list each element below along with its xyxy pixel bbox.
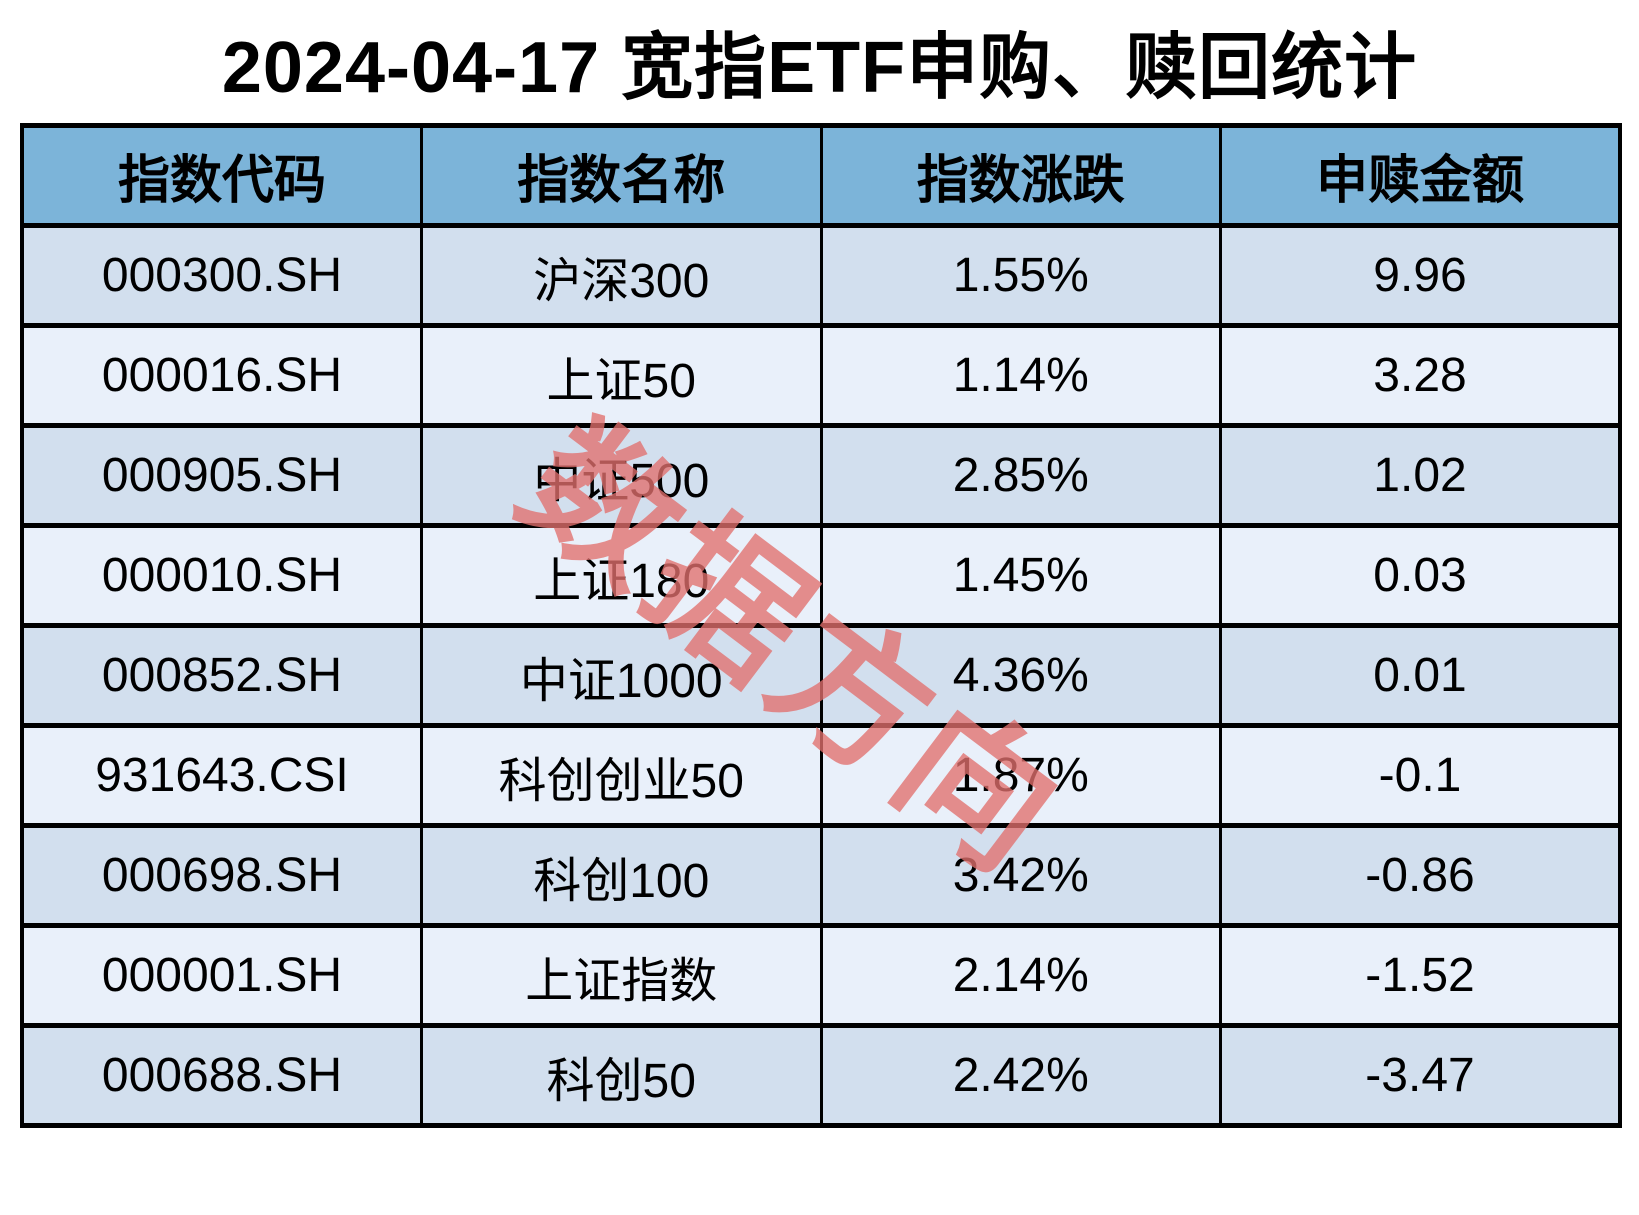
table-header-row: 指数代码 指数名称 指数涨跌 申赎金额 [20,123,1622,228]
cell-index-name: 上证指数 [420,923,823,1028]
table-body: 000300.SH 沪深300 1.55% 9.96 000016.SH 上证5… [20,223,1622,1128]
cell-index-change: 1.87% [819,723,1222,828]
table-header: 指数代码 指数名称 指数涨跌 申赎金额 [20,123,1622,228]
cell-redemption-amount: 3.28 [1219,323,1622,428]
table-row: 000016.SH 上证50 1.14% 3.28 [20,323,1622,428]
cell-index-name: 科创创业50 [420,723,823,828]
cell-redemption-amount: -0.86 [1219,823,1622,928]
table-row: 000905.SH 中证500 2.85% 1.02 [20,423,1622,528]
cell-redemption-amount: 1.02 [1219,423,1622,528]
cell-redemption-amount: 9.96 [1219,223,1622,328]
table-row: 000010.SH 上证180 1.45% 0.03 [20,523,1622,628]
table-row: 000852.SH 中证1000 4.36% 0.01 [20,623,1622,728]
cell-index-name: 上证180 [420,523,823,628]
cell-index-code: 000852.SH [20,623,423,728]
header-cell-redemption-amount: 申赎金额 [1219,123,1622,228]
cell-index-code: 000688.SH [20,1023,423,1128]
cell-index-code: 000010.SH [20,523,423,628]
cell-redemption-amount: -0.1 [1219,723,1622,828]
cell-index-name: 中证500 [420,423,823,528]
header-cell-index-code: 指数代码 [20,123,423,228]
cell-index-name: 沪深300 [420,223,823,328]
cell-index-change: 2.85% [819,423,1222,528]
cell-index-code: 000300.SH [20,223,423,328]
cell-index-name: 上证50 [420,323,823,428]
cell-index-code: 000001.SH [20,923,423,1028]
etf-statistics-table: 指数代码 指数名称 指数涨跌 申赎金额 000300.SH 沪深300 1.55… [20,123,1622,1128]
header-cell-index-name: 指数名称 [420,123,823,228]
cell-index-name: 科创50 [420,1023,823,1128]
table-row: 000001.SH 上证指数 2.14% -1.52 [20,923,1622,1028]
table-row: 000688.SH 科创50 2.42% -3.47 [20,1023,1622,1128]
cell-index-code: 931643.CSI [20,723,423,828]
cell-index-change: 1.14% [819,323,1222,428]
table-row: 000698.SH 科创100 3.42% -0.86 [20,823,1622,928]
cell-index-name: 中证1000 [420,623,823,728]
cell-index-change: 4.36% [819,623,1222,728]
cell-redemption-amount: 0.01 [1219,623,1622,728]
cell-redemption-amount: -3.47 [1219,1023,1622,1128]
cell-redemption-amount: 0.03 [1219,523,1622,628]
cell-index-name: 科创100 [420,823,823,928]
cell-index-code: 000016.SH [20,323,423,428]
cell-index-change: 3.42% [819,823,1222,928]
cell-index-change: 1.55% [819,223,1222,328]
table-row: 000300.SH 沪深300 1.55% 9.96 [20,223,1622,328]
cell-index-code: 000698.SH [20,823,423,928]
table-row: 931643.CSI 科创创业50 1.87% -0.1 [20,723,1622,828]
cell-index-code: 000905.SH [20,423,423,528]
page-title: 2024-04-17 宽指ETF申购、赎回统计 [221,28,1418,108]
cell-index-change: 2.14% [819,923,1222,1028]
cell-index-change: 2.42% [819,1023,1222,1128]
header-cell-index-change: 指数涨跌 [819,123,1222,228]
cell-index-change: 1.45% [819,523,1222,628]
cell-redemption-amount: -1.52 [1219,923,1622,1028]
